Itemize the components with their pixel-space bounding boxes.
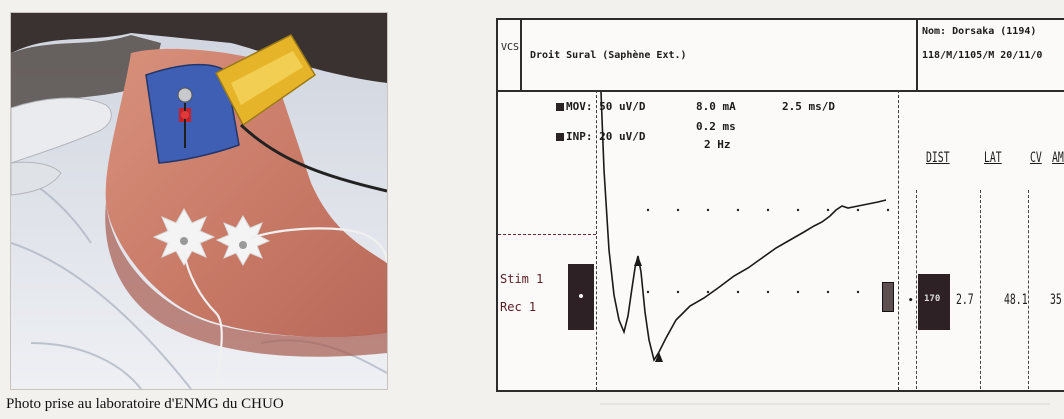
stim-line: Stim 1	[500, 272, 544, 286]
column-head-amp: AMP	[1052, 150, 1064, 166]
inp-swatch	[556, 133, 564, 141]
header-divider	[498, 90, 1064, 92]
stim-site-box	[568, 264, 594, 330]
enmg-printout: VCS Droit Sural (Saphène Ext.) Nom: Dors…	[496, 18, 1064, 392]
mov-swatch	[556, 103, 564, 111]
nerve-conduction-photo	[10, 12, 388, 390]
latency-marker	[882, 282, 894, 312]
column-head-dist: DIST	[926, 150, 950, 166]
col-divider-cv	[1028, 190, 1029, 390]
sensory-action-potential-trace	[600, 91, 890, 363]
column-head-lat: LAT	[984, 150, 1002, 166]
nerve-title: Droit Sural (Saphène Ext.)	[530, 50, 687, 61]
mov-value: 50 uV/D	[599, 100, 646, 113]
col-divider-lat	[980, 190, 981, 390]
column-head-cv: CV	[1030, 150, 1042, 166]
value-cv: 48.1	[1004, 292, 1028, 308]
patient-info: 118/M/1105/M 20/11/0	[922, 50, 1043, 61]
stim-current: 8.0 mA	[696, 100, 736, 113]
inp-setting: INP: 20 uV/D	[556, 130, 645, 143]
trace-left-marker	[596, 90, 597, 390]
trace-right-marker	[898, 90, 899, 390]
stim-baseline	[498, 234, 596, 235]
distance-value-box: 170	[918, 274, 950, 330]
mode-label: VCS	[501, 42, 520, 53]
photo-caption: Photo prise au laboratoire d'ENMG du CHU…	[6, 396, 284, 412]
stim-duration: 0.2 ms	[696, 120, 736, 133]
col-divider-dist	[916, 190, 917, 390]
value-amp: 35	[1050, 292, 1062, 308]
rec-line: Rec 1	[500, 300, 537, 314]
ankle-electrode-illustration	[11, 13, 387, 389]
patient-name: Nom: Dorsaka (1194)	[922, 26, 1037, 37]
distance-value: 170	[924, 294, 941, 304]
inp-value: 20 uV/D	[599, 130, 646, 143]
marker-dot-label: •	[908, 296, 914, 306]
mode-divider	[520, 20, 522, 90]
sweep-speed: 2.5 ms/D	[782, 100, 835, 113]
mov-setting: MOV: 50 uV/D	[556, 100, 645, 113]
stim-site-dot	[579, 294, 583, 298]
patient-divider	[916, 20, 918, 90]
stim-frequency: 2 Hz	[704, 138, 731, 151]
value-lat: 2.7	[956, 292, 974, 308]
